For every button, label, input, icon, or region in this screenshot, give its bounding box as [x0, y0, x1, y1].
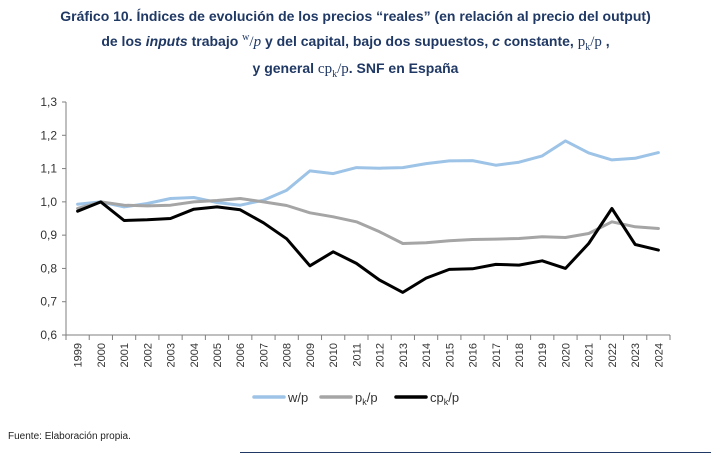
y-tick-label: 1,1 [40, 162, 57, 176]
x-tick-label: 2012 [375, 343, 387, 367]
y-tick-label: 0,9 [40, 228, 57, 242]
x-tick-label: 1999 [73, 343, 85, 367]
title-line-3: y general cpk/p. SNF en España [252, 60, 459, 80]
fraction-w-p: w/p [242, 32, 262, 50]
x-tick-label: 2004 [189, 343, 201, 367]
x-tick-label: 2023 [630, 343, 642, 367]
fraction-pk-p: pk/p [577, 34, 602, 53]
series-line-1 [76, 197, 660, 245]
x-tick-label: 2017 [491, 343, 503, 367]
x-tick-label: 2015 [444, 343, 456, 367]
title-line-2: de los inputs trabajo w/p y del capital,… [101, 32, 610, 53]
y-tick-label: 0,8 [40, 261, 57, 275]
x-tick-label: 2022 [607, 343, 619, 367]
x-tick-label: 2019 [537, 343, 549, 367]
x-tick-label: 2024 [653, 343, 665, 367]
x-tick-label: 2018 [514, 343, 526, 367]
y-tick-label: 1,3 [40, 95, 57, 109]
x-tick-label: 2003 [166, 343, 178, 367]
legend-label-1: pk/p [355, 390, 378, 407]
y-tick-label: 0,6 [40, 328, 57, 342]
fraction-cpk-p: cpk/p [317, 61, 349, 80]
y-tick-label: 1,0 [40, 195, 57, 209]
x-tick-label: 2014 [421, 343, 433, 367]
x-tick-label: 2010 [328, 343, 340, 367]
series-line-2 [76, 200, 660, 294]
legend-label-0: w/p [287, 390, 308, 405]
y-tick-label: 1,2 [40, 128, 57, 142]
x-tick-label: 2021 [584, 343, 596, 367]
bottom-rule [240, 452, 711, 453]
chart-title: Gráfico 10. Índices de evolución de los … [0, 6, 711, 85]
x-tick-label: 2009 [305, 343, 317, 367]
x-tick-label: 2013 [398, 343, 410, 367]
legend-label-2: cpk/p [430, 390, 459, 407]
title-line-1: Gráfico 10. Índices de evolución de los … [60, 8, 651, 24]
x-tick-label: 2011 [351, 343, 363, 367]
x-tick-label: 2002 [142, 343, 154, 367]
x-tick-label: 2007 [258, 343, 270, 367]
y-tick-label: 0,7 [40, 295, 57, 309]
x-tick-label: 2016 [468, 343, 480, 367]
source-note: Fuente: Elaboración propia. [8, 431, 131, 442]
x-tick-label: 2006 [235, 343, 247, 367]
x-tick-label: 2020 [560, 343, 572, 367]
x-tick-label: 2001 [119, 343, 131, 367]
x-tick-label: 2000 [96, 343, 108, 367]
x-tick-label: 2005 [212, 343, 224, 367]
series-line-0 [76, 139, 660, 209]
x-tick-label: 2008 [282, 343, 294, 367]
